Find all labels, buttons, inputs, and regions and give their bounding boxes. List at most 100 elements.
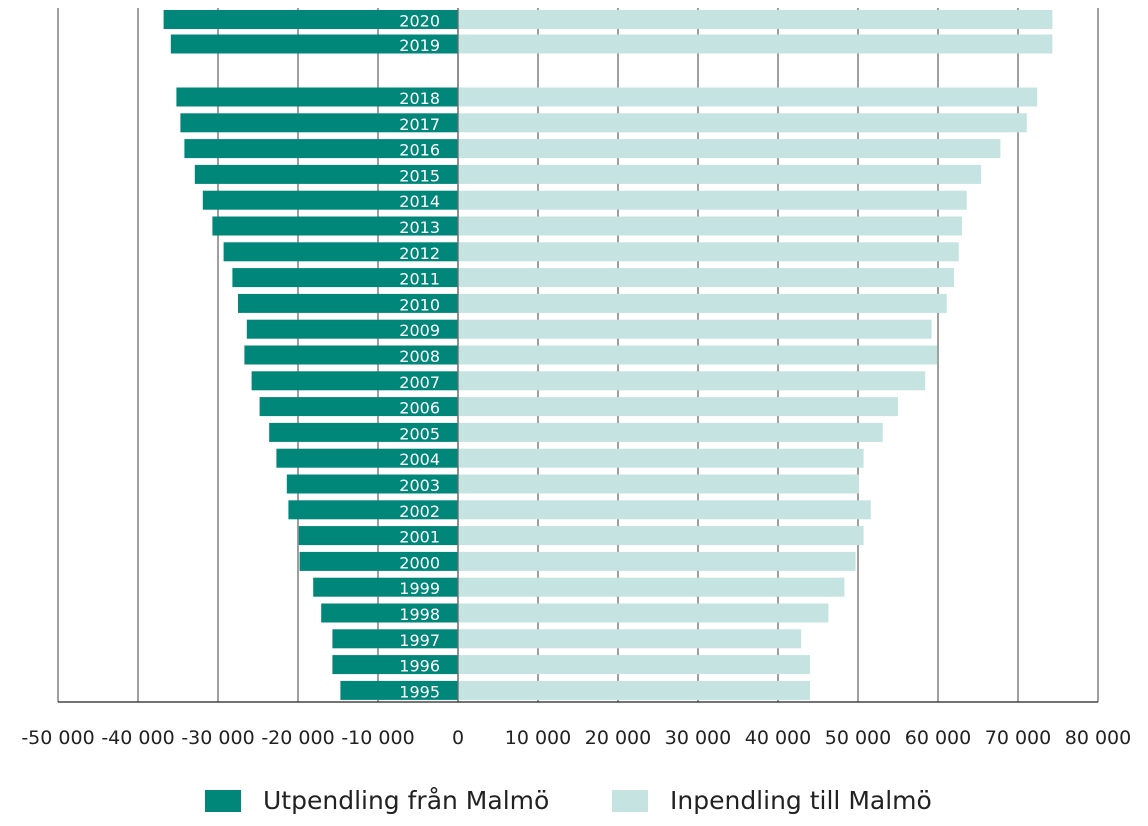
category-label-1997: 1997 bbox=[399, 631, 440, 650]
category-label-2009: 2009 bbox=[399, 321, 440, 340]
x-tick-label-8: 30 000 bbox=[665, 727, 731, 749]
category-label-2016: 2016 bbox=[399, 141, 440, 160]
bar-outbound-2001 bbox=[298, 526, 458, 546]
bar-outbound-2016 bbox=[184, 139, 458, 159]
x-tick-label-4: -10 000 bbox=[341, 727, 414, 749]
bar-outbound-1996 bbox=[332, 655, 458, 675]
legend: Utpendling från Malmö Inpendling till Ma… bbox=[0, 786, 1148, 826]
x-tick-label-12: 70 000 bbox=[985, 727, 1051, 749]
bar-inbound-2006 bbox=[458, 397, 898, 417]
bar-outbound-2019 bbox=[170, 34, 459, 54]
category-label-2012: 2012 bbox=[399, 244, 440, 263]
bar-outbound-2014 bbox=[202, 190, 458, 210]
bar-inbound-2008 bbox=[458, 345, 938, 365]
bar-inbound-2020 bbox=[458, 10, 1053, 29]
bar-inbound-2003 bbox=[458, 474, 859, 494]
category-label-2014: 2014 bbox=[399, 192, 440, 211]
x-tick-label-10: 50 000 bbox=[825, 727, 891, 749]
bar-outbound-2003 bbox=[286, 474, 458, 494]
category-label-2004: 2004 bbox=[399, 450, 440, 469]
bar-inbound-2000 bbox=[458, 551, 856, 571]
bar-inbound-2016 bbox=[458, 139, 1001, 159]
x-tick-label-6: 10 000 bbox=[505, 727, 571, 749]
legend-item-outbound: Utpendling från Malmö bbox=[205, 786, 549, 815]
bar-outbound-2004 bbox=[276, 448, 458, 468]
category-label-1999: 1999 bbox=[399, 579, 440, 598]
bar-inbound-2001 bbox=[458, 526, 864, 546]
legend-item-inbound: Inpendling till Malmö bbox=[612, 786, 932, 815]
bar-outbound-2007 bbox=[251, 371, 458, 391]
bar-inbound-2012 bbox=[458, 242, 959, 262]
bar-inbound-2018 bbox=[458, 87, 1038, 107]
x-tick-label-7: 20 000 bbox=[585, 727, 651, 749]
legend-swatch-inbound bbox=[612, 789, 648, 812]
legend-swatch-outbound bbox=[205, 789, 241, 812]
category-label-2008: 2008 bbox=[399, 347, 440, 366]
x-tick-label-3: -20 000 bbox=[261, 727, 334, 749]
category-label-2015: 2015 bbox=[399, 166, 440, 185]
category-label-2019: 2019 bbox=[399, 36, 440, 55]
bar-inbound-2005 bbox=[458, 422, 883, 442]
category-label-2017: 2017 bbox=[399, 115, 440, 134]
bar-outbound-2020 bbox=[163, 10, 458, 29]
category-label-1996: 1996 bbox=[399, 657, 440, 676]
bar-outbound-2010 bbox=[238, 293, 458, 313]
x-tick-label-11: 60 000 bbox=[905, 727, 971, 749]
x-tick-label-13: 80 000 bbox=[1065, 727, 1131, 749]
bar-inbound-1999 bbox=[458, 577, 845, 597]
bar-inbound-2009 bbox=[458, 319, 932, 339]
bar-outbound-2018 bbox=[176, 87, 458, 107]
x-tick-label-9: 40 000 bbox=[745, 727, 811, 749]
bar-inbound-1998 bbox=[458, 603, 829, 623]
category-label-2010: 2010 bbox=[399, 295, 440, 314]
bar-inbound-2004 bbox=[458, 448, 864, 468]
bar-outbound-2017 bbox=[180, 113, 458, 133]
category-label-1998: 1998 bbox=[399, 605, 440, 624]
x-tick-label-1: -40 000 bbox=[101, 727, 174, 749]
bar-inbound-2010 bbox=[458, 293, 947, 313]
category-label-2003: 2003 bbox=[399, 476, 440, 495]
legend-label-outbound: Utpendling från Malmö bbox=[263, 786, 550, 815]
bar-outbound-2015 bbox=[194, 164, 459, 184]
bar-outbound-2012 bbox=[223, 242, 458, 262]
category-label-2000: 2000 bbox=[399, 553, 440, 572]
bar-outbound-1998 bbox=[321, 603, 458, 623]
bar-outbound-1995 bbox=[340, 680, 458, 700]
category-label-1995: 1995 bbox=[399, 682, 440, 701]
category-label-2007: 2007 bbox=[399, 373, 440, 392]
x-tick-label-0: -50 000 bbox=[21, 727, 94, 749]
bar-outbound-2009 bbox=[246, 319, 458, 339]
category-label-2020: 2020 bbox=[399, 12, 440, 31]
bar-inbound-2017 bbox=[458, 113, 1027, 133]
bar-inbound-2011 bbox=[458, 268, 954, 288]
category-label-2005: 2005 bbox=[399, 424, 440, 443]
category-label-2002: 2002 bbox=[399, 502, 440, 521]
bar-outbound-2006 bbox=[259, 397, 458, 417]
bar-outbound-1999 bbox=[313, 577, 458, 597]
category-label-2001: 2001 bbox=[399, 528, 440, 547]
bar-inbound-1996 bbox=[458, 655, 810, 675]
x-tick-label-2: -30 000 bbox=[181, 727, 254, 749]
category-label-2011: 2011 bbox=[399, 270, 440, 289]
bar-outbound-2013 bbox=[212, 216, 458, 236]
bar-inbound-2015 bbox=[458, 164, 982, 184]
bar-inbound-2019 bbox=[458, 34, 1053, 54]
bar-outbound-2008 bbox=[244, 345, 458, 365]
bar-inbound-2002 bbox=[458, 500, 871, 520]
bar-outbound-2005 bbox=[269, 422, 458, 442]
bar-outbound-2002 bbox=[288, 500, 458, 520]
bar-outbound-1997 bbox=[332, 629, 458, 649]
category-label-2013: 2013 bbox=[399, 218, 440, 237]
bar-inbound-2014 bbox=[458, 190, 967, 210]
category-label-2006: 2006 bbox=[399, 399, 440, 418]
bar-outbound-2000 bbox=[299, 551, 458, 571]
x-tick-label-5: 0 bbox=[452, 727, 464, 749]
bar-inbound-2013 bbox=[458, 216, 962, 236]
bar-outbound-2011 bbox=[232, 268, 458, 288]
legend-label-inbound: Inpendling till Malmö bbox=[670, 786, 932, 815]
bar-inbound-1997 bbox=[458, 629, 802, 649]
bar-inbound-2007 bbox=[458, 371, 926, 391]
bar-inbound-1995 bbox=[458, 680, 810, 700]
category-label-2018: 2018 bbox=[399, 89, 440, 108]
